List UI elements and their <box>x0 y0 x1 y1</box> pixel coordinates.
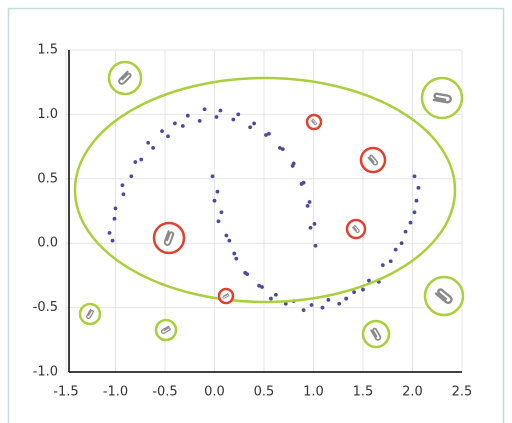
point <box>413 174 417 178</box>
point <box>211 174 215 178</box>
point <box>236 113 240 117</box>
point <box>217 219 221 223</box>
point <box>344 297 348 301</box>
point <box>215 115 219 119</box>
point <box>314 244 318 248</box>
x-tick-label: -0.5 <box>152 385 177 400</box>
point <box>111 239 115 243</box>
point <box>337 302 341 306</box>
y-tick-label: 1.5 <box>37 43 58 58</box>
point <box>321 306 325 310</box>
point <box>394 248 398 252</box>
point <box>173 122 177 126</box>
point <box>361 288 365 292</box>
point <box>227 239 231 243</box>
outlier-circles-green <box>80 62 463 347</box>
point <box>381 263 385 267</box>
point <box>114 207 118 211</box>
x-tick-label: 2.5 <box>452 385 473 400</box>
y-tick-label: -1.0 <box>33 365 58 380</box>
normal-region <box>75 78 455 302</box>
point <box>181 124 185 128</box>
point <box>121 183 125 187</box>
y-tick-label: 0.0 <box>37 236 58 251</box>
point <box>269 297 273 301</box>
point <box>409 221 413 225</box>
point <box>245 272 249 276</box>
x-tick-label: 1.5 <box>353 385 374 400</box>
x-tick-label: -1.5 <box>53 385 78 400</box>
point <box>216 190 220 194</box>
x-tick-label: 0.0 <box>204 385 225 400</box>
x-tick-label: 2.0 <box>402 385 423 400</box>
point <box>224 234 228 238</box>
point <box>252 122 256 126</box>
point <box>133 160 137 164</box>
point <box>186 114 190 118</box>
point <box>232 252 236 256</box>
x-tick-label: 1.0 <box>303 385 324 400</box>
point <box>146 141 150 145</box>
point <box>278 146 282 150</box>
annotations <box>75 62 463 347</box>
point <box>313 222 317 226</box>
point <box>302 308 306 312</box>
point <box>248 125 252 129</box>
chart: -1.5 -1.0 -0.5 0.0 0.5 1.0 1.5 2.0 2.5 1.5 1.0 0.5 0… <box>0 0 512 423</box>
point <box>389 259 393 263</box>
point <box>292 161 296 165</box>
point <box>309 226 313 230</box>
axes: -1.5 -1.0 -0.5 0.0 0.5 1.0 1.5 2.0 2.5 1.5 1.0 0.5 0… <box>33 43 473 400</box>
point <box>139 158 143 162</box>
point <box>302 181 306 185</box>
point <box>310 303 314 307</box>
point <box>415 199 419 203</box>
y-tick-label: 0.5 <box>37 171 58 186</box>
point <box>198 119 202 123</box>
outlier-circles-red <box>154 115 385 303</box>
point <box>308 200 312 204</box>
point <box>122 192 126 196</box>
grid <box>66 50 462 372</box>
point <box>306 204 310 208</box>
point <box>166 134 170 138</box>
paperclip-icons <box>86 72 453 341</box>
point <box>234 257 238 261</box>
point <box>203 107 207 111</box>
point <box>404 230 408 234</box>
point <box>367 279 371 283</box>
point <box>129 174 133 178</box>
point <box>151 146 155 150</box>
point <box>352 290 356 294</box>
x-tick-label: -1.0 <box>103 385 128 400</box>
y-tick-label: 1.0 <box>37 107 58 122</box>
point <box>213 199 217 203</box>
x-tick-label: 0.5 <box>254 385 275 400</box>
point <box>108 231 112 235</box>
point <box>160 129 164 133</box>
point <box>417 186 421 190</box>
frame <box>9 9 504 423</box>
point <box>219 109 223 113</box>
point <box>274 293 278 297</box>
point <box>326 298 330 302</box>
point <box>220 210 224 214</box>
point <box>400 241 404 245</box>
point <box>231 118 235 122</box>
y-tick-label: -0.5 <box>33 300 58 315</box>
point <box>413 210 417 214</box>
point <box>260 285 264 289</box>
point <box>264 133 268 137</box>
point <box>113 217 117 221</box>
